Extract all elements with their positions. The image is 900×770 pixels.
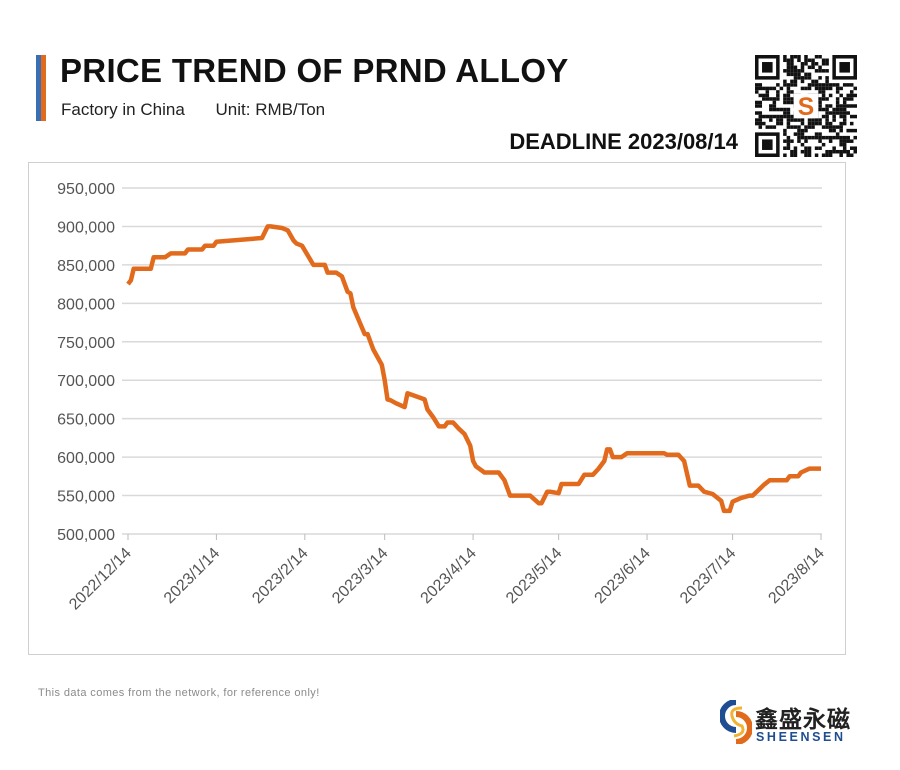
logo-english-text: SHEENSEN: [756, 730, 846, 744]
qr-code-icon: S: [755, 55, 857, 157]
x-tick-label: 2023/1/14: [161, 545, 223, 607]
page-title: PRICE TREND OF PRND ALLOY: [60, 52, 569, 89]
deadline-label: DEADLINE 2023/08/14: [509, 129, 738, 154]
y-tick-label: 600,000: [57, 450, 115, 467]
x-tick-label: 2022/12/14: [66, 545, 135, 614]
unit-label: Unit: RMB/Ton: [215, 100, 326, 119]
chart-frame: [28, 162, 846, 655]
disclaimer-note: This data comes from the network, for re…: [38, 687, 320, 699]
y-tick-label: 650,000: [57, 412, 115, 429]
y-tick-label: 550,000: [57, 489, 115, 506]
subtitle: Factory in China Unit: RMB/Ton: [61, 100, 351, 120]
x-tick-label: 2023/7/14: [677, 545, 739, 607]
y-tick-label: 750,000: [57, 335, 115, 352]
factory-label: Factory in China: [61, 100, 185, 119]
x-tick-label: 2023/6/14: [592, 545, 654, 607]
x-tick-label: 2023/8/14: [765, 545, 827, 607]
price-chart: 500,000 550,000 600,000 650,000 700,000 750,0…: [57, 181, 828, 614]
y-tick-label: 900,000: [57, 219, 115, 236]
x-tick-label: 2023/2/14: [249, 545, 311, 607]
accent-bar: [36, 55, 46, 121]
logo-chinese-text: 鑫盛永磁: [755, 707, 851, 733]
y-tick-label: 950,000: [57, 181, 115, 198]
y-tick-label: 800,000: [57, 296, 115, 313]
x-tick-label: 2023/5/14: [503, 545, 565, 607]
y-tick-label: 700,000: [57, 373, 115, 390]
y-tick-label: 500,000: [57, 527, 115, 544]
sheensen-logo-icon: [719, 699, 753, 745]
y-tick-label: 850,000: [57, 258, 115, 275]
x-tick-label: 2023/4/14: [418, 545, 480, 607]
x-tick-label: 2023/3/14: [329, 545, 391, 607]
series-line: [126, 224, 821, 514]
brand-logo: 鑫盛永磁 SHEENSEN: [719, 699, 860, 748]
svg-text:S: S: [798, 94, 814, 121]
